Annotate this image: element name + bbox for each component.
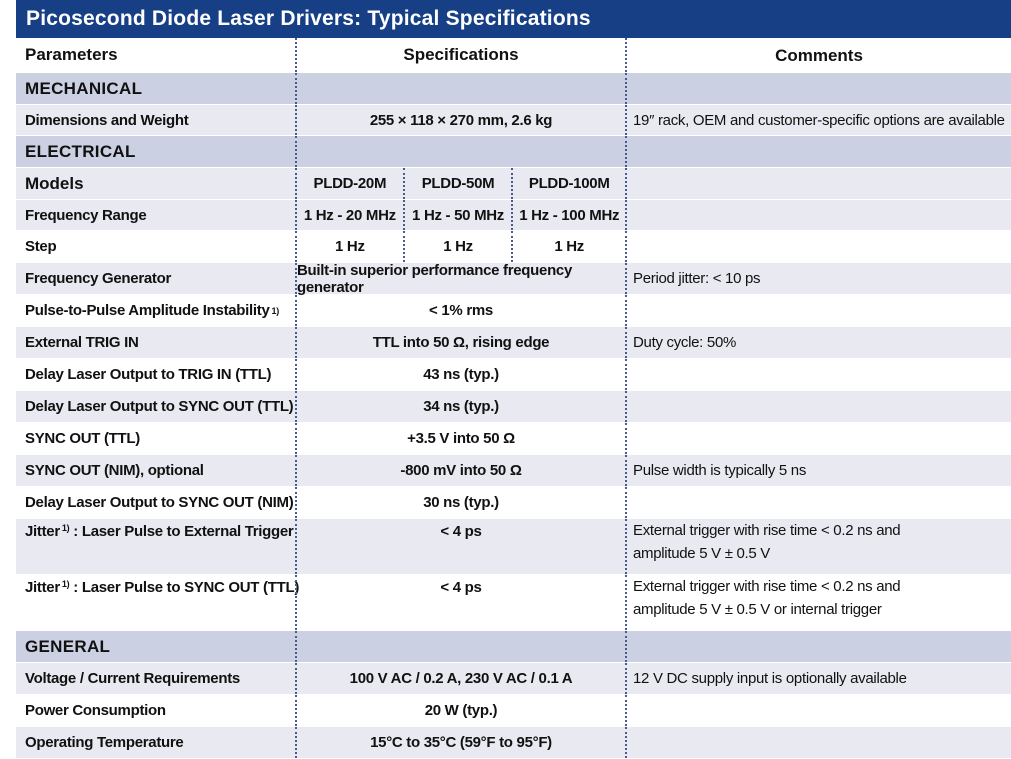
spec-cell: 43 ns (typ.) bbox=[295, 359, 625, 390]
spec-cell: 1 Hz 1 Hz 1 Hz bbox=[295, 231, 625, 262]
table-row: Power Consumption 20 W (typ.) bbox=[16, 695, 1011, 727]
freq-range-model-1: 1 Hz - 20 MHz bbox=[303, 206, 396, 224]
spec-cell: 255 × 118 × 270 mm, 2.6 kg bbox=[295, 105, 625, 135]
table-row: SYNC OUT (TTL) +3.5 V into 50 Ω bbox=[16, 423, 1011, 455]
param-cell: External TRIG IN bbox=[25, 334, 139, 351]
spec-table: Picosecond Diode Laser Drivers: Typical … bbox=[16, 0, 1011, 759]
param-cell: Jitter 1): Laser Pulse to External Trigge… bbox=[16, 519, 295, 574]
footnote-mark: 1) bbox=[61, 579, 70, 589]
param-cell: Frequency Range bbox=[25, 206, 147, 224]
table-row: Delay Laser Output to TRIG IN (TTL) 43 n… bbox=[16, 359, 1011, 391]
param-cell: SYNC OUT (TTL) bbox=[25, 430, 140, 447]
table-row: Frequency Generator Built-in superior pe… bbox=[16, 262, 1011, 296]
comment-cell: Duty cycle: 50% bbox=[625, 327, 1011, 358]
header-specifications: Specifications bbox=[295, 38, 625, 72]
model-3: PLDD-100M bbox=[511, 168, 625, 199]
comment-cell bbox=[625, 423, 1011, 454]
table-row-models: Models PLDD-20M PLDD-50M PLDD-100M bbox=[16, 168, 1011, 200]
comment-cell: 12 V DC supply input is optionally avail… bbox=[625, 663, 1011, 694]
spec-cell: 34 ns (typ.) bbox=[295, 391, 625, 422]
param-label: Pulse-to-Pulse Amplitude Instability bbox=[25, 302, 270, 319]
spec-cell: < 4 ps bbox=[295, 575, 625, 630]
param-label-rest: : Laser Pulse to External Trigger bbox=[73, 523, 294, 540]
section-label: MECHANICAL bbox=[25, 78, 143, 98]
comment-cell bbox=[625, 391, 1011, 422]
param-cell: Dimensions and Weight bbox=[25, 111, 189, 129]
param-cell: Voltage / Current Requirements bbox=[25, 670, 240, 687]
section-label: ELECTRICAL bbox=[25, 141, 136, 161]
comment-line: External trigger with rise time < 0.2 ns… bbox=[633, 578, 901, 595]
table-row: Frequency Range 1 Hz - 20 MHz 1 Hz - 50 … bbox=[16, 200, 1011, 231]
comment-cell: Period jitter: < 10 ps bbox=[625, 263, 1011, 294]
param-cell: Frequency Generator bbox=[25, 270, 172, 287]
table-row: Jitter 1): Laser Pulse to External Trigge… bbox=[16, 519, 1011, 575]
comment-cell: External trigger with rise time < 0.2 ns… bbox=[625, 519, 1011, 574]
param-cell: Delay Laser Output to SYNC OUT (NIM) bbox=[25, 494, 294, 511]
comment-cell bbox=[625, 487, 1011, 518]
param-cell: Delay Laser Output to SYNC OUT (TTL) bbox=[25, 398, 294, 415]
spec-cell: 1 Hz - 20 MHz 1 Hz - 50 MHz 1 Hz - 100 M… bbox=[295, 200, 625, 230]
spec-cell: +3.5 V into 50 Ω bbox=[295, 423, 625, 454]
spec-cell: PLDD-20M PLDD-50M PLDD-100M bbox=[295, 168, 625, 199]
spec-cell: < 1% rms bbox=[295, 295, 625, 326]
footnote-mark: 1) bbox=[61, 523, 70, 533]
param-cell: Delay Laser Output to TRIG IN (TTL) bbox=[25, 366, 272, 383]
spec-cell: TTL into 50 Ω, rising edge bbox=[295, 327, 625, 358]
comment-cell: External trigger with rise time < 0.2 ns… bbox=[625, 575, 1011, 630]
comment-cell bbox=[625, 695, 1011, 726]
table-row: Delay Laser Output to SYNC OUT (TTL) 34 … bbox=[16, 391, 1011, 423]
spec-cell: 20 W (typ.) bbox=[295, 695, 625, 726]
param-label-rest: : Laser Pulse to SYNC OUT (TTL) bbox=[73, 579, 300, 596]
table-row: SYNC OUT (NIM), optional -800 mV into 50… bbox=[16, 455, 1011, 487]
param-cell: Models bbox=[25, 173, 84, 193]
spec-cell: -800 mV into 50 Ω bbox=[295, 455, 625, 486]
freq-range-model-2: 1 Hz - 50 MHz bbox=[402, 200, 512, 230]
table-row: Step 1 Hz 1 Hz 1 Hz bbox=[16, 231, 1011, 263]
comment-cell bbox=[625, 295, 1011, 326]
param-label: Jitter bbox=[25, 579, 60, 596]
step-model-3: 1 Hz bbox=[511, 231, 625, 262]
spec-cell: 30 ns (typ.) bbox=[295, 487, 625, 518]
footnote-mark: 1) bbox=[271, 305, 280, 316]
model-1: PLDD-20M bbox=[313, 175, 387, 192]
spec-cell: < 4 ps bbox=[295, 519, 625, 574]
spec-cell: 100 V AC / 0.2 A, 230 V AC / 0.1 A bbox=[295, 663, 625, 694]
comment-cell: 19″ rack, OEM and customer-specific opti… bbox=[625, 105, 1011, 135]
model-2: PLDD-50M bbox=[402, 168, 512, 199]
param-label: Jitter bbox=[25, 523, 60, 540]
param-cell: SYNC OUT (NIM), optional bbox=[25, 462, 204, 479]
table-row: Voltage / Current Requirements 100 V AC … bbox=[16, 663, 1011, 695]
comment-line: amplitude 5 V ± 0.5 V bbox=[633, 545, 771, 562]
table-row: Dimensions and Weight 255 × 118 × 270 mm… bbox=[16, 105, 1011, 136]
table-row: Delay Laser Output to SYNC OUT (NIM) 30 … bbox=[16, 487, 1011, 519]
section-general: GENERAL bbox=[16, 631, 1011, 663]
step-model-2: 1 Hz bbox=[402, 231, 512, 262]
spec-cell: Built-in superior performance frequency … bbox=[295, 262, 625, 296]
table-title: Picosecond Diode Laser Drivers: Typical … bbox=[16, 0, 1011, 38]
header-parameters: Parameters bbox=[25, 45, 118, 64]
param-cell: Step bbox=[25, 238, 57, 255]
table-row: Jitter 1): Laser Pulse to SYNC OUT (TTL) … bbox=[16, 575, 1011, 631]
table-row: External TRIG IN TTL into 50 Ω, rising e… bbox=[16, 327, 1011, 359]
freq-range-model-3: 1 Hz - 100 MHz bbox=[511, 200, 625, 230]
section-electrical: ELECTRICAL bbox=[16, 136, 1011, 168]
param-cell: Pulse-to-Pulse Amplitude Instability 1) bbox=[16, 295, 295, 326]
param-cell: Jitter 1): Laser Pulse to SYNC OUT (TTL) bbox=[16, 575, 299, 630]
section-mechanical: MECHANICAL bbox=[16, 73, 1011, 105]
table-row: Pulse-to-Pulse Amplitude Instability 1) <… bbox=[16, 295, 1011, 327]
spec-cell: 15°C to 35°C (59°F to 95°F) bbox=[295, 727, 625, 758]
section-label: GENERAL bbox=[25, 636, 111, 656]
comment-cell: Pulse width is typically 5 ns bbox=[625, 455, 1011, 486]
comment-cell bbox=[625, 727, 1011, 758]
comment-line: External trigger with rise time < 0.2 ns… bbox=[633, 522, 901, 539]
param-cell: Power Consumption bbox=[25, 702, 166, 719]
comment-cell bbox=[625, 359, 1011, 390]
header-comments: Comments bbox=[625, 38, 1011, 72]
param-cell: Operating Temperature bbox=[25, 734, 184, 751]
table-row: Operating Temperature 15°C to 35°C (59°F… bbox=[16, 727, 1011, 759]
table-header-row: Parameters Specifications Comments bbox=[16, 38, 1011, 73]
step-model-1: 1 Hz bbox=[335, 238, 365, 255]
comment-line: amplitude 5 V ± 0.5 V or internal trigge… bbox=[633, 601, 882, 618]
